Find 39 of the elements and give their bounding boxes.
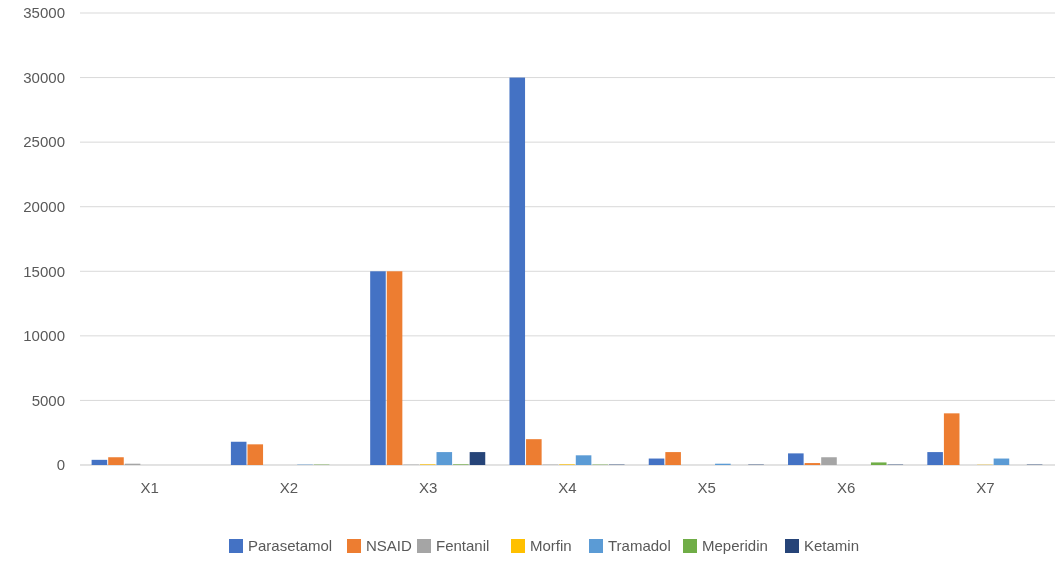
x-tick-label: X4 xyxy=(558,479,577,496)
bar xyxy=(575,455,592,465)
bar xyxy=(370,271,386,465)
bar xyxy=(870,462,887,465)
legend-label: Ketamin xyxy=(804,537,860,555)
bar xyxy=(386,271,403,465)
x-tick-label: X3 xyxy=(419,479,438,496)
legend-label: Parasetamol xyxy=(248,537,333,555)
legend-label: Morfin xyxy=(530,537,572,555)
y-tick-label: 30000 xyxy=(23,68,65,86)
legend-label: Meperidin xyxy=(702,537,768,555)
y-tick-label: 35000 xyxy=(23,4,65,22)
y-tick-label: 20000 xyxy=(23,197,65,215)
x-tick-label: X6 xyxy=(836,479,856,496)
bar xyxy=(943,413,960,465)
legend-label: Fentanil xyxy=(436,537,490,555)
bar xyxy=(469,452,486,465)
x-tick-label: X1 xyxy=(140,479,159,496)
legend-label: NSAID xyxy=(366,537,413,555)
bar xyxy=(927,452,943,465)
y-tick-label: 25000 xyxy=(23,133,65,151)
y-tick-label: 5000 xyxy=(31,391,65,409)
bar xyxy=(788,453,804,465)
bar xyxy=(230,441,247,465)
bar xyxy=(108,457,124,465)
x-tick-label: X5 xyxy=(697,479,716,496)
bar xyxy=(509,77,526,465)
bar xyxy=(436,452,453,465)
y-tick-label: 15000 xyxy=(23,262,65,280)
x-tick-label: X2 xyxy=(279,479,299,496)
bar xyxy=(665,452,681,465)
y-tick-label: 10000 xyxy=(23,327,65,345)
bar xyxy=(821,457,837,465)
bar xyxy=(247,444,264,465)
bar xyxy=(526,439,542,465)
y-tick-label: 0 xyxy=(56,456,65,474)
bar xyxy=(91,459,108,465)
legend-label: Tramadol xyxy=(608,537,671,555)
x-tick-label: X7 xyxy=(976,479,995,496)
